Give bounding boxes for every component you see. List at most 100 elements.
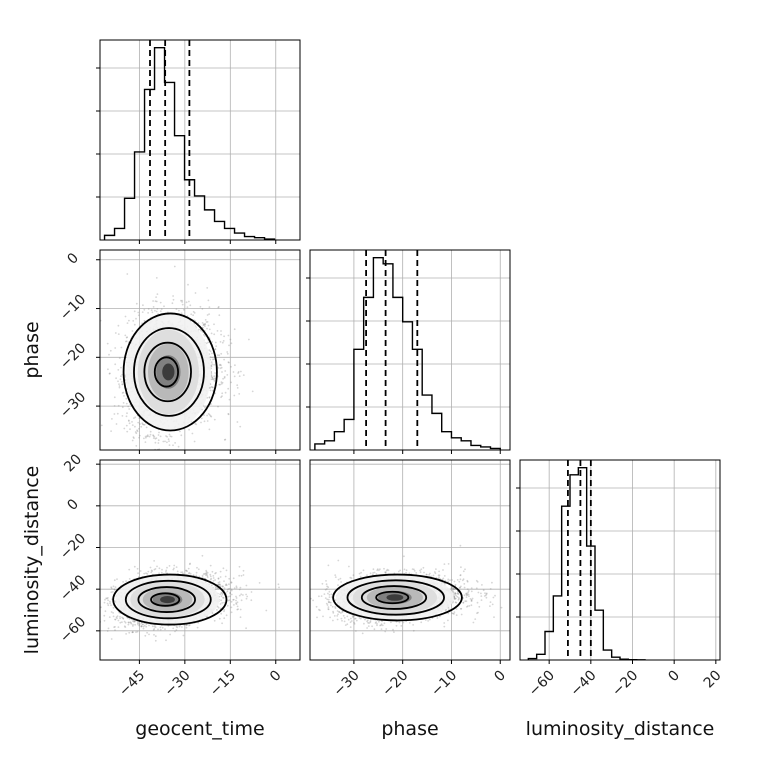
sample-point [168,444,171,446]
sample-point [265,609,268,612]
sample-point [169,633,172,636]
sample-point [196,626,199,629]
sample-point [152,306,155,308]
sample-point [242,374,245,376]
sample-point [104,598,106,601]
sample-point [124,621,127,624]
sample-point [214,348,217,350]
sample-point [146,572,149,575]
sample-point [212,577,215,579]
sample-point [210,365,213,367]
sample-point [180,571,183,574]
sample-point [209,386,212,389]
sample-point [155,277,158,279]
sample-point [146,434,149,436]
sample-point [180,434,183,437]
sample-point [206,574,209,577]
sample-point [224,575,227,578]
sample-point [113,396,116,399]
sample-point [233,604,235,606]
sample-point [236,605,239,608]
sample-point [127,419,130,422]
sample-point [213,380,216,382]
sample-point [221,381,224,384]
sample-point [182,634,185,637]
sample-point [123,395,125,397]
sample-point [210,378,213,381]
sample-point [185,301,188,304]
sample-point [144,462,146,464]
sample-point [142,423,145,426]
sample-point [154,626,157,628]
sample-point [204,325,206,328]
sample-point [117,324,120,327]
sample-point [189,562,192,565]
sample-point [235,602,238,604]
sample-point [194,422,197,425]
sample-point [125,415,128,418]
sample-point [115,423,118,425]
sample-point [224,370,227,372]
sample-point [204,323,207,326]
sample-point [115,377,117,380]
sample-point [181,458,183,460]
sample-point [112,612,114,614]
sample-point [209,578,212,581]
sample-point [143,423,146,426]
sample-point [232,577,235,580]
sample-point [157,442,160,444]
sample-point [125,402,128,405]
sample-point [223,580,225,583]
sample-point [233,394,236,397]
sample-point [214,579,217,581]
sample-point [143,572,146,575]
sample-point [119,615,121,618]
sample-point [226,352,229,355]
sample-point [225,583,228,586]
sample-point [152,437,155,439]
sample-point [230,593,233,596]
sample-point [196,566,198,569]
sample-point [159,628,162,631]
sample-point [176,570,179,573]
sample-point [185,569,187,572]
sample-point [138,434,141,437]
sample-point [228,398,231,401]
sample-point [169,435,172,438]
sample-point [229,591,232,594]
sample-point [134,416,137,419]
sample-point [227,413,230,416]
sample-point [207,299,210,302]
sample-point [238,594,241,597]
sample-point [125,340,128,343]
sample-point [216,587,219,590]
histogram-step-geocent-time [103,46,276,240]
sample-point [218,314,221,317]
sample-point [165,435,167,437]
sample-point [141,311,144,313]
sample-point [213,377,216,380]
sample-point [226,374,229,376]
sample-point [106,630,109,632]
sample-point [215,586,218,589]
sample-point [213,333,216,336]
sample-point [226,351,229,353]
sample-point [159,435,162,438]
sample-point [111,418,113,420]
sample-point [228,583,230,586]
sample-point [110,586,113,589]
sample-point [143,624,146,627]
sample-point [160,308,163,310]
sample-point [134,431,137,433]
sample-point [220,381,223,384]
sample-point [181,301,184,303]
sample-point [219,363,222,366]
sample-point [147,570,150,573]
sample-point [223,439,226,441]
sample-point [132,631,134,633]
sample-point [109,600,111,603]
sample-point [194,292,197,294]
sample-point [117,380,119,383]
sample-point [114,618,117,621]
sample-point [153,568,156,571]
